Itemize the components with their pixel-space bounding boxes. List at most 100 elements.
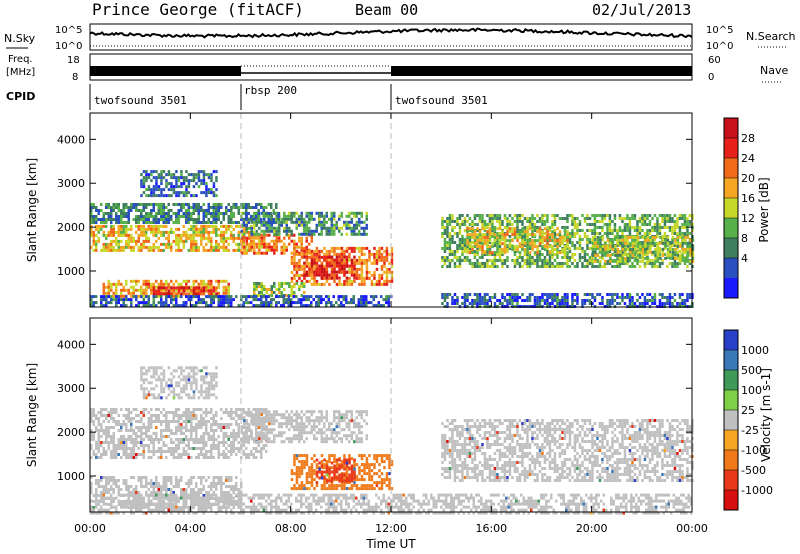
power-cell <box>360 279 364 283</box>
power-cell <box>448 247 452 250</box>
power-cell <box>641 302 644 305</box>
power-cell <box>175 212 178 215</box>
power-cell <box>257 209 260 212</box>
power-cell <box>97 227 100 231</box>
power-cell <box>533 227 537 231</box>
power-cell <box>200 279 203 283</box>
power-cell <box>240 218 243 221</box>
velocity-cell <box>197 456 200 459</box>
velocity-cell <box>210 429 213 432</box>
power-cell <box>308 251 311 255</box>
power-cell <box>538 233 542 237</box>
power-cell <box>352 298 355 302</box>
power-cell <box>506 293 509 296</box>
velocity-cell <box>187 414 190 417</box>
power-cell <box>486 259 489 262</box>
power-cell <box>220 245 223 249</box>
power-cell <box>95 242 98 246</box>
noise-sky-trace <box>89 27 693 39</box>
power-cell <box>476 299 479 302</box>
power-cell <box>248 217 251 221</box>
power-cell <box>132 203 135 206</box>
power-cell <box>523 217 527 220</box>
power-cell <box>594 253 597 257</box>
power-cell <box>616 256 619 259</box>
power-cell <box>342 295 345 299</box>
power-cell <box>486 245 489 249</box>
power-cell <box>323 217 326 221</box>
power-cell <box>210 279 213 283</box>
power-cell <box>631 296 634 299</box>
power-cell <box>658 262 662 265</box>
power-cell <box>250 229 253 233</box>
power-cell <box>177 212 180 215</box>
power-cell <box>496 250 499 253</box>
power-cell <box>606 302 609 305</box>
power-cell <box>553 214 557 217</box>
power-cell <box>335 255 339 259</box>
power-cell <box>609 259 612 263</box>
velocity-cell <box>177 423 180 426</box>
power-cell <box>263 223 266 227</box>
power-cell <box>548 226 552 229</box>
power-cell <box>307 304 310 308</box>
power-cell <box>308 270 311 274</box>
power-cell <box>210 289 213 293</box>
power-cell <box>190 173 193 177</box>
power-cell <box>678 217 682 220</box>
power-cell <box>142 218 145 221</box>
velocity-cell <box>200 453 203 456</box>
power-cell <box>162 224 165 228</box>
power-cell <box>461 250 464 253</box>
power-cell <box>616 238 619 241</box>
power-cell <box>576 229 579 232</box>
velocity-cell <box>90 429 93 432</box>
power-cell <box>278 236 281 240</box>
velocity-cell <box>155 432 158 435</box>
power-cell <box>190 215 193 218</box>
velocity-cell <box>217 423 220 426</box>
power-cell <box>335 252 339 256</box>
power-cell <box>280 217 283 221</box>
power-cell <box>192 185 196 189</box>
power-cell <box>263 245 266 249</box>
power-cell <box>476 229 479 232</box>
velocity-cell <box>185 417 188 420</box>
power-cell <box>616 302 619 305</box>
power-cell <box>516 293 519 296</box>
power-cell <box>252 304 255 308</box>
power-cell <box>338 246 341 250</box>
velocity-cell <box>130 438 133 441</box>
power-cell <box>599 244 602 248</box>
power-cell <box>255 245 258 249</box>
power-cell <box>591 229 594 232</box>
power-cells <box>90 170 695 308</box>
power-cell <box>253 226 256 230</box>
power-cell <box>608 247 612 250</box>
power-cell <box>293 211 296 215</box>
power-cell <box>646 244 649 247</box>
power-cell <box>593 226 597 229</box>
power-cell <box>110 218 113 221</box>
power-cell <box>205 301 208 305</box>
power-cell <box>365 232 368 236</box>
power-cell <box>558 232 562 235</box>
power-cell <box>142 239 145 243</box>
power-cell <box>260 211 263 215</box>
power-cell <box>458 241 462 244</box>
power-cell <box>486 299 489 302</box>
power-cell <box>217 291 220 295</box>
power-cell <box>624 259 627 263</box>
power-cell <box>498 236 502 240</box>
power-cell <box>385 298 388 302</box>
power-cell <box>566 253 569 256</box>
power-cell <box>200 224 203 228</box>
power-cell <box>140 227 143 231</box>
power-cell <box>668 214 672 217</box>
power-cell <box>207 282 210 286</box>
power-cell <box>594 244 597 248</box>
power-cell <box>310 282 314 286</box>
power-cell <box>137 218 140 221</box>
power-cell <box>518 256 522 259</box>
